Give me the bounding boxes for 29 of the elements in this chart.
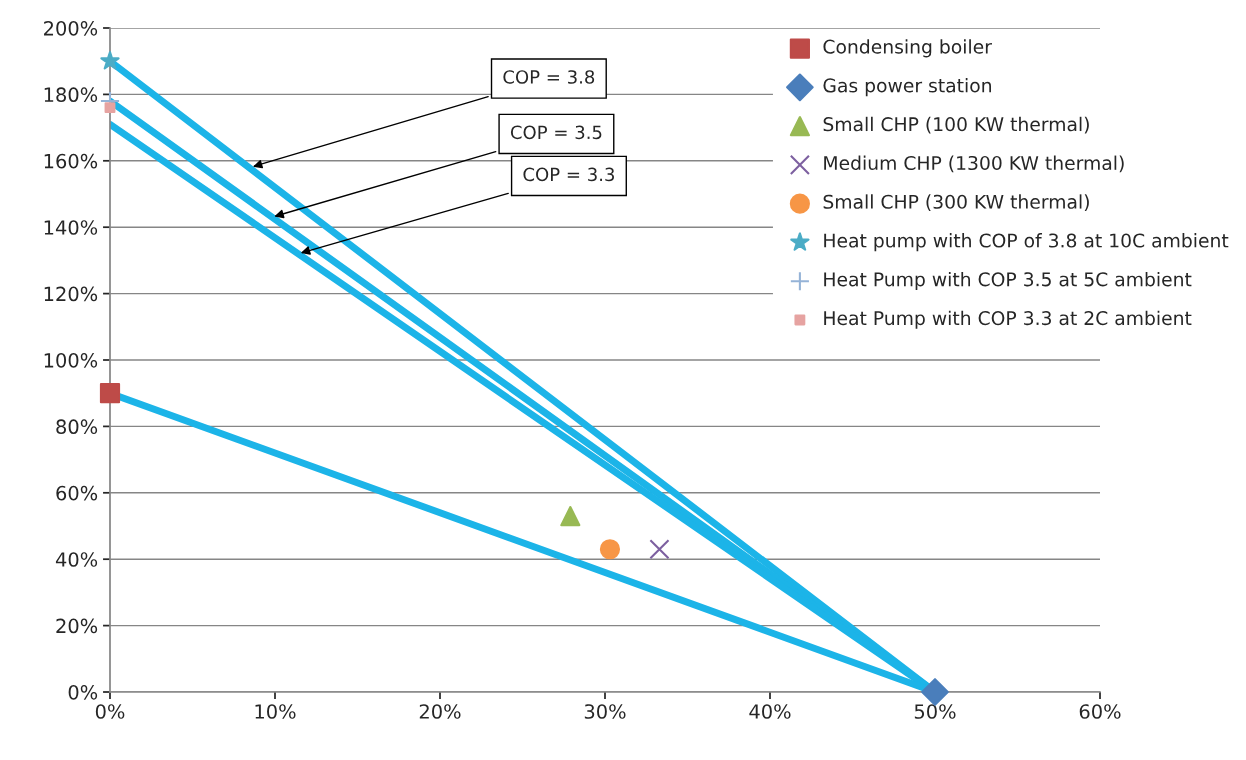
y-tick-label: 0% xyxy=(68,684,98,700)
x-tick-label: 40% xyxy=(749,704,791,719)
legend-label: Small CHP (100 KW thermal) xyxy=(823,116,1089,134)
y-tick-label: 60% xyxy=(56,485,98,501)
legend-label: Heat pump with COP of 3.8 at 10C ambient xyxy=(824,233,1229,252)
y-tick-label: 20% xyxy=(56,618,98,634)
legend-label: Condensing boiler xyxy=(823,39,992,58)
annotation: COP = 3.3 xyxy=(523,167,614,182)
y-tick-label: 140% xyxy=(44,220,98,235)
annotation: COP = 3.5 xyxy=(510,125,602,140)
y-tick-label: 100% xyxy=(44,352,98,368)
legend-label: Heat Pump with COP 3.5 at 5C ambient xyxy=(824,271,1192,291)
legend-label: Small CHP (300 KW thermal) xyxy=(823,194,1089,212)
y-tick-label: 80% xyxy=(56,419,98,435)
y-tick-label: 120% xyxy=(44,286,98,302)
x-tick-label: 10% xyxy=(255,704,296,719)
x-tick-label: 30% xyxy=(584,704,626,719)
y-tick-label: 40% xyxy=(55,552,98,567)
x-tick-label: 0% xyxy=(95,704,125,719)
y-tick-label: 200% xyxy=(44,20,98,36)
y-tick-label: 160% xyxy=(44,153,98,169)
x-tick-label: 20% xyxy=(419,704,461,719)
legend-label: Heat Pump with COP 3.3 at 2C ambient xyxy=(824,310,1192,329)
x-tick-label: 50% xyxy=(914,704,956,719)
legend-label: Gas power station xyxy=(823,78,991,97)
annotation: COP = 3.8 xyxy=(503,70,595,84)
x-tick-label: 60% xyxy=(1079,704,1121,719)
legend-label: Medium CHP (1300 KW thermal) xyxy=(824,155,1124,173)
y-tick-label: 180% xyxy=(44,87,98,103)
